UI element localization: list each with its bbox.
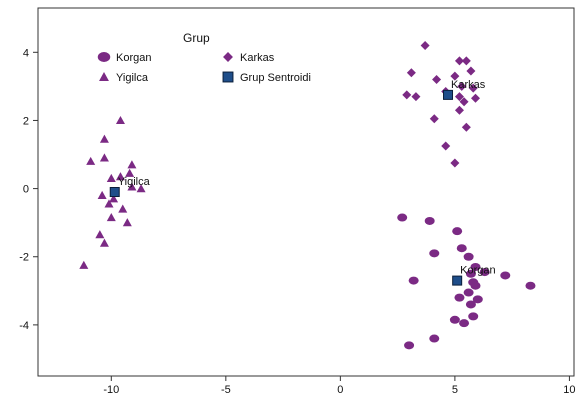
- yigilca-point: [122, 218, 132, 227]
- x-axis: -10 -5 0 5 10: [103, 376, 576, 396]
- legend-entry-label: Grup Sentroidi: [240, 72, 311, 84]
- korgan-point: [479, 268, 490, 277]
- korgan-point: [525, 281, 536, 290]
- y-axis: -4 -2 0 2 4: [19, 47, 38, 332]
- centroid-label: Karkas: [451, 79, 486, 91]
- karkas-point: [468, 83, 478, 93]
- x-tick-label: -5: [221, 384, 231, 396]
- korgan-point: [452, 227, 463, 236]
- korgan-point: [472, 295, 483, 304]
- korgan-point: [463, 252, 474, 261]
- legend-entry-label: Karkas: [240, 52, 275, 64]
- korgan-point: [454, 293, 465, 302]
- karkas-point: [432, 75, 442, 85]
- karkas-point: [459, 97, 469, 107]
- karkas-point: [402, 90, 412, 100]
- karkas-point: [466, 66, 476, 76]
- legend-marker-circle: [97, 52, 111, 62]
- yigilca-point: [127, 182, 137, 191]
- x-tick-label: 10: [563, 384, 575, 396]
- plot-area-frame: [37, 7, 575, 377]
- karkas-point: [429, 114, 439, 124]
- centroid-marker: [452, 275, 463, 286]
- korgan-point: [456, 244, 467, 253]
- karkas-point: [454, 92, 464, 102]
- legend-marker-diamond: [223, 52, 233, 62]
- yigilca-point: [125, 168, 135, 177]
- karkas-point: [411, 92, 421, 102]
- legend-marker-square: [222, 71, 234, 83]
- yigilca-point: [79, 260, 89, 269]
- legend: Grup Korgan Karkas Yigilca Grup Sentroidi: [97, 31, 311, 84]
- yigilca-point: [115, 172, 125, 181]
- karkas-point: [454, 105, 464, 115]
- yigilca-point: [127, 160, 137, 169]
- x-tick-label: 0: [337, 384, 343, 396]
- yigilca-point: [86, 156, 96, 165]
- karkas-point: [457, 81, 467, 91]
- yigilca-point: [115, 115, 125, 125]
- yigilca-point: [99, 153, 109, 162]
- yigilca-point: [95, 230, 105, 239]
- centroid-marker: [109, 187, 120, 197]
- korgan-point: [470, 262, 481, 271]
- korgan-point: [465, 269, 476, 278]
- centroid-marker: [443, 89, 454, 100]
- y-tick-label: 4: [23, 47, 29, 59]
- korgan-point: [449, 315, 460, 324]
- legend-marker-triangle: [99, 72, 109, 81]
- yigilca-point: [106, 213, 116, 222]
- yigilca-point: [99, 134, 109, 143]
- karkas-point: [406, 68, 416, 78]
- legend-title: Grup: [183, 31, 210, 45]
- korgan-point: [424, 216, 435, 225]
- korgan-point: [397, 213, 408, 222]
- karkas-point: [454, 56, 464, 66]
- yigilca-point: [118, 204, 128, 213]
- yigilca-point: [104, 199, 114, 208]
- yigilca-point: [97, 190, 107, 200]
- centroid-label: Korgan: [460, 265, 495, 277]
- yigilca-point: [106, 173, 116, 182]
- karkas-point: [441, 141, 451, 151]
- x-tick-label: -10: [103, 384, 119, 396]
- y-tick-label: -4: [19, 320, 29, 332]
- karkas-point: [461, 122, 471, 132]
- korgan-point: [500, 271, 511, 280]
- centroid-label: Yigilca: [118, 176, 151, 188]
- karkas-point: [450, 158, 460, 168]
- korgan-point: [470, 281, 481, 290]
- karkas-point: [471, 93, 481, 103]
- karkas-point: [461, 56, 471, 66]
- korgan-point: [408, 276, 419, 285]
- y-tick-label: 2: [23, 115, 29, 127]
- yigilca-point: [136, 184, 146, 193]
- legend-entry-label: Yigilca: [116, 72, 149, 84]
- yigilca-point: [99, 238, 109, 247]
- korgan-point: [463, 288, 474, 297]
- korgan-point: [429, 249, 440, 258]
- data-points: [79, 40, 536, 350]
- karkas-point: [420, 40, 430, 50]
- korgan-point: [404, 341, 415, 350]
- korgan-point: [468, 312, 479, 321]
- karkas-point: [450, 71, 460, 81]
- x-tick-label: 5: [452, 384, 458, 396]
- korgan-point: [465, 300, 476, 309]
- yigilca-point: [109, 194, 119, 203]
- y-tick-label: 0: [23, 184, 29, 196]
- legend-entry-label: Korgan: [116, 52, 151, 64]
- korgan-point: [429, 334, 440, 343]
- group-centroids: Korgan Karkas Yigilca: [109, 79, 496, 286]
- y-tick-label: -2: [19, 252, 29, 264]
- korgan-point: [459, 319, 470, 328]
